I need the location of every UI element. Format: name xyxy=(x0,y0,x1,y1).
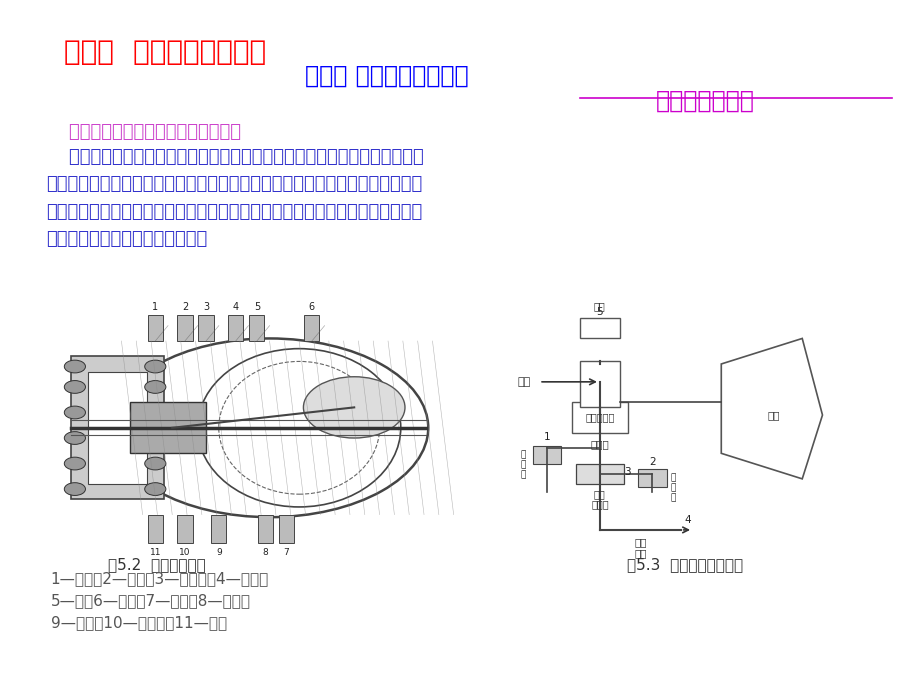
Bar xyxy=(148,515,163,542)
Bar xyxy=(249,315,264,341)
Bar xyxy=(532,446,561,464)
Text: 液面: 液面 xyxy=(766,410,779,420)
Text: 止: 止 xyxy=(669,483,675,492)
Bar xyxy=(71,356,164,500)
Circle shape xyxy=(144,457,165,470)
Text: 止: 止 xyxy=(519,460,525,469)
Text: 出液: 出液 xyxy=(633,538,646,548)
Bar xyxy=(130,402,206,453)
Text: 2: 2 xyxy=(182,302,187,312)
Text: 11: 11 xyxy=(150,548,161,557)
Bar xyxy=(199,315,213,341)
Ellipse shape xyxy=(204,354,394,502)
Circle shape xyxy=(144,360,165,373)
Text: 图5.3  浮球阀接管示意图: 图5.3 浮球阀接管示意图 xyxy=(627,558,743,573)
Text: 1—阀座；2—螺钉；3—加固管；4—阀杆；: 1—阀座；2—螺钉；3—加固管；4—阀杆； xyxy=(51,571,268,586)
Text: 3: 3 xyxy=(203,302,209,312)
Text: 图5.2  浮球阀结构图: 图5.2 浮球阀结构图 xyxy=(108,558,205,573)
Text: 5—轴；6—浮球；7—铆钉；8—杠杆；: 5—轴；6—浮球；7—铆钉；8—杠杆； xyxy=(51,593,250,609)
Text: 8: 8 xyxy=(262,548,268,557)
Text: 阀: 阀 xyxy=(669,493,675,502)
Text: 4: 4 xyxy=(684,515,691,525)
Bar xyxy=(211,515,226,542)
Bar xyxy=(278,515,294,542)
Text: 1: 1 xyxy=(152,302,158,312)
Text: 3: 3 xyxy=(623,468,630,477)
Text: 二、浮球调节阀: 二、浮球调节阀 xyxy=(655,88,754,112)
Circle shape xyxy=(144,483,165,495)
Polygon shape xyxy=(720,339,822,479)
Bar xyxy=(638,469,666,486)
Text: 1: 1 xyxy=(543,432,550,442)
Bar xyxy=(87,372,147,484)
Text: 2: 2 xyxy=(649,457,655,467)
Circle shape xyxy=(64,360,85,373)
Text: 7: 7 xyxy=(283,548,289,557)
Text: 浮球调节阀: 浮球调节阀 xyxy=(584,413,614,422)
Circle shape xyxy=(64,457,85,470)
Text: 第五章  制冷剂的节流机构: 第五章 制冷剂的节流机构 xyxy=(64,38,267,66)
Bar xyxy=(575,464,623,484)
Bar xyxy=(304,315,319,341)
Text: 截: 截 xyxy=(669,473,675,482)
Bar xyxy=(177,515,192,542)
Text: 浮球调节阀主要用在氨制冷系统中。: 浮球调节阀主要用在氨制冷系统中。 xyxy=(46,123,241,141)
Text: 9: 9 xyxy=(216,548,221,557)
Circle shape xyxy=(144,432,165,444)
Bar xyxy=(148,315,163,341)
Text: 膨胀阀: 膨胀阀 xyxy=(590,500,608,509)
Bar xyxy=(579,362,619,407)
Text: 第一节 手动和浮球调节阀: 第一节 手动和浮球调节阀 xyxy=(304,63,468,88)
Text: 进液: 进液 xyxy=(517,377,530,387)
Text: 角阀: 角阀 xyxy=(633,548,646,558)
Bar xyxy=(257,515,273,542)
Text: 工作原理：当蒸发器的热负荷增大时，制冷剂的蒸发量增加，液位下降，浮
球下沉并驱动杠杆使阀针开启或开大，高压液态制冷剂经阀孔节流后直接从出液
管进入蒸发器。当液位: 工作原理：当蒸发器的热负荷增大时，制冷剂的蒸发量增加，液位下降，浮 球下沉并驱动… xyxy=(46,148,424,248)
Bar xyxy=(571,402,628,433)
Bar xyxy=(579,318,619,339)
Circle shape xyxy=(64,483,85,495)
Circle shape xyxy=(144,381,165,393)
Bar xyxy=(228,315,243,341)
Circle shape xyxy=(64,406,85,419)
Circle shape xyxy=(64,381,85,393)
Text: 5: 5 xyxy=(254,302,260,312)
Circle shape xyxy=(64,432,85,444)
Text: 5: 5 xyxy=(596,307,603,317)
Text: 过滤器: 过滤器 xyxy=(590,440,608,449)
Text: 10: 10 xyxy=(179,548,190,557)
Bar xyxy=(177,315,192,341)
Text: 9—螺钉；10—平衡块；11—壳体: 9—螺钉；10—平衡块；11—壳体 xyxy=(51,615,226,631)
Text: 手动: 手动 xyxy=(594,489,605,499)
Text: 角阀: 角阀 xyxy=(594,302,605,312)
Circle shape xyxy=(144,406,165,419)
Text: 截: 截 xyxy=(519,450,525,459)
Text: 6: 6 xyxy=(309,302,314,312)
Ellipse shape xyxy=(198,348,401,507)
Text: 4: 4 xyxy=(233,302,239,312)
Text: 阀: 阀 xyxy=(519,471,525,480)
Circle shape xyxy=(303,377,404,438)
